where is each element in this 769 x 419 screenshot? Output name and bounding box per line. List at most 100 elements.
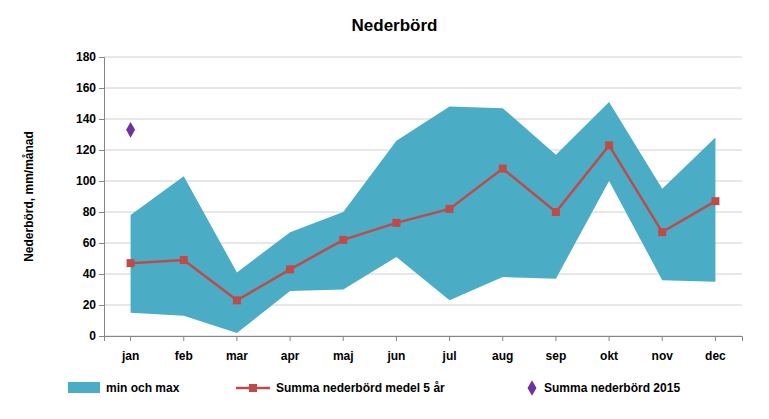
tick-label: nov (652, 349, 674, 363)
marker (605, 141, 613, 149)
legend-label: Summa nederbörd 2015 (544, 381, 680, 395)
tick: maj (333, 336, 354, 363)
x-axis: jan feb mar apr maj jun jul aug sep okt nov dec (105, 336, 743, 363)
tick-label: 40 (83, 267, 97, 281)
tick-mark (99, 243, 104, 244)
tick-mark (99, 181, 104, 182)
tick-mark (99, 57, 104, 58)
chart: Nederbörd Nederbörd, mm/månad 0 20 40 60 80 100… (0, 0, 769, 419)
marker (552, 208, 560, 216)
legend-item: Summa nederbörd 2015 (528, 380, 681, 396)
tick: dec (705, 336, 726, 363)
tick: 100 (76, 174, 104, 188)
tick-mark (99, 150, 104, 151)
tick-label: 60 (83, 236, 97, 250)
grid-line (104, 57, 742, 58)
marker (233, 296, 241, 304)
tick-label: 160 (76, 81, 96, 95)
tick-mark (715, 336, 716, 341)
marker (286, 265, 294, 273)
tick-label: jul (442, 349, 457, 363)
tick: aug (492, 336, 513, 363)
tick-label: apr (281, 349, 300, 363)
tick-label: maj (333, 349, 354, 363)
tick-label: 180 (76, 50, 96, 64)
tick-mark (99, 274, 104, 275)
series (127, 141, 720, 304)
y-axis-title: Nederbörd, mm/månad (22, 131, 36, 262)
tick: nov (652, 336, 674, 363)
plot-marks (126, 102, 719, 333)
marker (499, 165, 507, 173)
tick: 180 (76, 50, 104, 64)
tick: 160 (76, 81, 104, 95)
marker (711, 197, 719, 205)
tick: apr (281, 336, 300, 363)
tick: okt (600, 336, 618, 363)
tick-label: feb (175, 349, 193, 363)
legend-item: min och max (68, 381, 180, 395)
tick-mark (99, 88, 104, 89)
tick: 140 (76, 112, 104, 126)
tick-mark (99, 336, 104, 337)
tick: jul (442, 336, 457, 363)
legend-item: Summa nederbörd medel 5 år (236, 381, 445, 395)
tick-mark (183, 336, 184, 341)
tick-label: 140 (76, 112, 96, 126)
tick-mark (343, 336, 344, 341)
marker (392, 219, 400, 227)
marker (127, 259, 135, 267)
tick-mark (99, 305, 104, 306)
tick-label: 100 (76, 174, 96, 188)
grid-line (104, 119, 742, 120)
tick-mark (449, 336, 450, 341)
legend-label: Summa nederbörd medel 5 år (276, 381, 445, 395)
tick-label: 0 (89, 329, 96, 343)
tick-mark (609, 336, 610, 341)
tick-mark (236, 336, 237, 341)
tick-mark (662, 336, 663, 341)
grid (104, 57, 742, 336)
tick-label: sep (546, 349, 567, 363)
grid-line (104, 88, 742, 89)
tick: mar (226, 336, 248, 363)
tick-mark (502, 336, 503, 341)
tick: 0 (89, 329, 104, 343)
range-area (131, 102, 716, 333)
tick-label: jun (386, 349, 405, 363)
tick-label: jan (121, 349, 139, 363)
tick-mark (130, 336, 131, 341)
tick: 40 (83, 267, 104, 281)
tick-mark (555, 336, 556, 341)
tick-label: 120 (76, 143, 96, 157)
axis-line (105, 337, 743, 342)
tick: 20 (83, 298, 104, 312)
tick: 80 (83, 205, 104, 219)
series (126, 122, 135, 138)
tick: 60 (83, 236, 104, 250)
title: Nederbörd (352, 16, 438, 35)
legend-label: min och max (106, 381, 180, 395)
marker (446, 205, 454, 213)
line (131, 145, 716, 300)
tick-mark (396, 336, 397, 341)
tick: 120 (76, 143, 104, 157)
tick-label: dec (705, 349, 726, 363)
axis-line (99, 58, 105, 337)
tick: jan (121, 336, 139, 363)
tick-mark (99, 212, 104, 213)
marker (180, 256, 188, 264)
marker (658, 228, 666, 236)
tick-label: mar (226, 349, 248, 363)
tick-label: 20 (83, 298, 97, 312)
legend-marker (528, 380, 537, 396)
tick: jun (386, 336, 405, 363)
legend: min och max Summa nederbörd medel 5 år Sum… (68, 380, 680, 396)
tick-label: okt (600, 349, 618, 363)
legend-marker (249, 384, 257, 392)
tick: sep (546, 336, 567, 363)
y-axis: 0 20 40 60 80 100 120 140 160 180 (76, 50, 105, 343)
tick-mark (290, 336, 291, 341)
marker (126, 122, 135, 138)
marker (339, 236, 347, 244)
